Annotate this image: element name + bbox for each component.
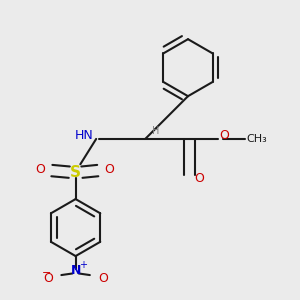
Text: O: O	[220, 129, 230, 142]
Text: O: O	[104, 164, 114, 176]
Text: H: H	[152, 126, 159, 136]
Text: O: O	[44, 272, 53, 285]
Text: −: −	[41, 268, 51, 278]
Text: O: O	[98, 272, 108, 285]
Text: O: O	[36, 164, 46, 176]
Text: O: O	[194, 172, 204, 185]
Text: N: N	[70, 264, 81, 277]
Text: S: S	[70, 165, 81, 180]
Text: HN: HN	[74, 129, 93, 142]
Text: +: +	[80, 260, 88, 270]
Text: CH₃: CH₃	[247, 134, 267, 144]
